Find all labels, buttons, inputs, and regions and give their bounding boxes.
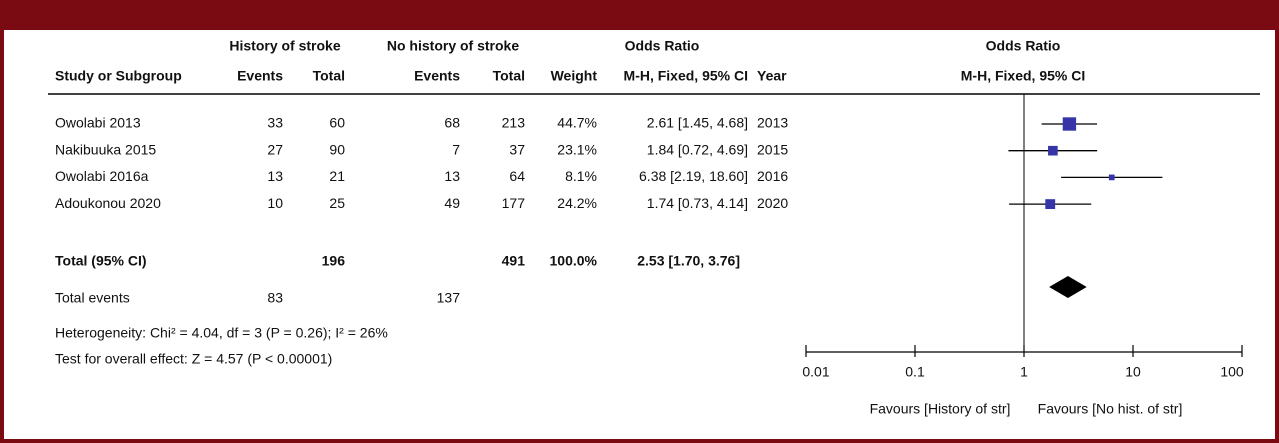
cell-text: 213 xyxy=(502,115,526,131)
cell-text: History of stroke xyxy=(229,38,340,54)
cell-text: Favours [History of str] xyxy=(870,401,1011,417)
cell-text: M-H, Fixed, 95% CI xyxy=(624,68,748,84)
cell-text: 2016 xyxy=(757,168,788,184)
total-diamond xyxy=(1049,276,1087,298)
study-square xyxy=(1108,174,1115,181)
cell-text: Odds Ratio xyxy=(986,38,1061,54)
cell-text: Weight xyxy=(551,68,598,84)
cell-text: Heterogeneity: Chi² = 4.04, df = 3 (P = … xyxy=(55,325,388,341)
cell-text: M-H, Fixed, 95% CI xyxy=(961,68,1085,84)
cell-text: 137 xyxy=(437,290,461,306)
x-tick-label: 0.01 xyxy=(802,364,829,380)
cell-text: Total (95% CI) xyxy=(55,253,147,269)
cell-text: 25 xyxy=(329,195,345,211)
cell-text: 23.1% xyxy=(557,141,597,157)
cell-text: 8.1% xyxy=(565,168,597,184)
cell-text: Year xyxy=(757,68,787,84)
cell-text: 1.84 [0.72, 4.69] xyxy=(647,141,748,157)
cell-text: Total xyxy=(493,68,525,84)
cell-text: Study or Subgroup xyxy=(55,68,182,84)
cell-text: 2015 xyxy=(757,141,788,157)
study-square xyxy=(1045,199,1056,210)
cell-text: Total events xyxy=(55,290,130,306)
cell-text: 37 xyxy=(509,141,525,157)
cell-text: 64 xyxy=(509,168,525,184)
cell-text: 21 xyxy=(329,168,345,184)
study-square xyxy=(1062,117,1077,131)
cell-text: Odds Ratio xyxy=(625,38,700,54)
x-tick-label: 100 xyxy=(1220,364,1244,380)
cell-text: 177 xyxy=(502,195,526,211)
cell-text: 2.61 [1.45, 4.68] xyxy=(647,115,748,131)
x-tick-label: 0.1 xyxy=(905,364,925,380)
cell-text: 90 xyxy=(329,141,345,157)
cell-text: Owolabi 2013 xyxy=(55,115,141,131)
cell-text: 44.7% xyxy=(557,115,597,131)
cell-text: 83 xyxy=(267,290,283,306)
cell-text: 27 xyxy=(267,141,283,157)
cell-text: Events xyxy=(237,68,283,84)
cell-text: 6.38 [2.19, 18.60] xyxy=(639,168,748,184)
cell-text: 1.74 [0.73, 4.14] xyxy=(647,195,748,211)
cell-text: 2020 xyxy=(757,195,788,211)
cell-text: 10 xyxy=(267,195,283,211)
cell-text: 2013 xyxy=(757,115,788,131)
cell-text: No history of stroke xyxy=(387,38,519,54)
cell-text: 13 xyxy=(444,168,460,184)
cell-text: 33 xyxy=(267,115,283,131)
cell-text: 13 xyxy=(267,168,283,184)
study-square xyxy=(1048,145,1058,156)
cell-text: Test for overall effect: Z = 4.57 (P < 0… xyxy=(55,351,332,367)
cell-text: Events xyxy=(414,68,460,84)
x-tick-label: 10 xyxy=(1125,364,1141,380)
x-tick-label: 1 xyxy=(1020,364,1028,380)
cell-text: Total xyxy=(313,68,345,84)
cell-text: Favours [No hist. of str] xyxy=(1038,401,1183,417)
cell-text: 24.2% xyxy=(557,195,597,211)
cell-text: Adoukonou 2020 xyxy=(55,195,161,211)
cell-text: 196 xyxy=(322,253,346,269)
cell-text: 491 xyxy=(502,253,526,269)
cell-text: Nakibuuka 2015 xyxy=(55,141,156,157)
cell-text: 49 xyxy=(444,195,460,211)
cell-text: 100.0% xyxy=(550,253,598,269)
top-band xyxy=(0,0,1279,30)
cell-text: 2.53 [1.70, 3.76] xyxy=(637,253,740,269)
cell-text: Owolabi 2016a xyxy=(55,168,149,184)
cell-text: 68 xyxy=(444,115,460,131)
cell-text: 60 xyxy=(329,115,345,131)
cell-text: 7 xyxy=(452,141,460,157)
